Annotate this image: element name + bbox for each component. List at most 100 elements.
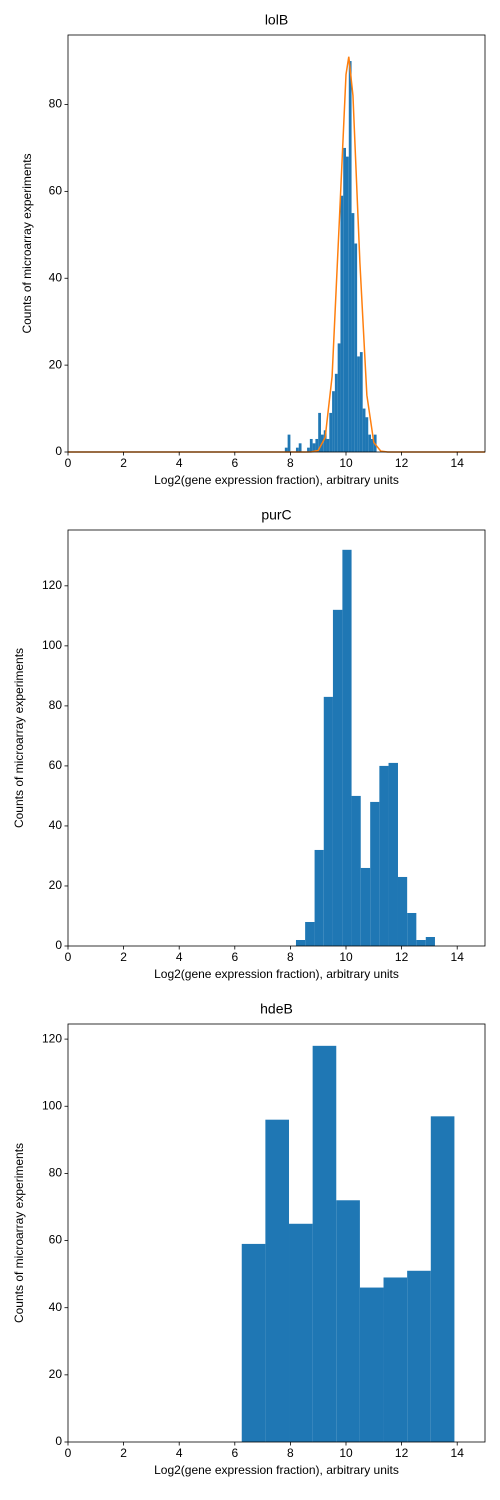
- bar: [334, 373, 338, 452]
- bar: [370, 801, 380, 946]
- x-tick-label: 6: [231, 950, 238, 964]
- x-axis-label: Log2(gene expression fraction), arbitrar…: [154, 473, 399, 487]
- bar: [295, 447, 299, 452]
- bar: [346, 156, 349, 452]
- bar: [351, 795, 361, 946]
- bar: [407, 1270, 431, 1442]
- x-axis-label: Log2(gene expression fraction), arbitrar…: [154, 967, 399, 981]
- bar: [360, 867, 371, 946]
- bar: [307, 447, 310, 452]
- x-tick-label: 4: [176, 950, 183, 964]
- axes-frame: [67, 1023, 486, 1443]
- x-tick-label: 8: [287, 950, 294, 964]
- bar: [298, 443, 302, 452]
- y-tick-label: 0: [55, 444, 62, 458]
- x-tick-label: 0: [65, 950, 72, 964]
- y-tick-label: 60: [49, 758, 63, 772]
- x-tick-label: 4: [176, 456, 183, 470]
- bar: [407, 912, 417, 946]
- y-tick-label: 20: [49, 878, 63, 892]
- y-tick-label: 0: [55, 938, 62, 952]
- bar: [318, 412, 321, 452]
- x-tick-label: 8: [287, 456, 294, 470]
- bar: [295, 939, 306, 946]
- bar: [265, 1119, 290, 1442]
- y-axis-label: Counts of microarray experiments: [20, 153, 34, 333]
- y-tick-label: 20: [49, 357, 63, 371]
- bar: [312, 1045, 337, 1442]
- bar: [357, 356, 360, 452]
- x-tick-label: 2: [120, 1446, 127, 1460]
- bar: [289, 1223, 313, 1442]
- bar: [284, 447, 288, 452]
- subplot: 0 2 4 6 8 10 12 14 0 20 40 60 80 lolB Log2(gene expres…: [20, 12, 486, 487]
- bar: [416, 939, 426, 946]
- bar: [362, 408, 366, 452]
- x-tick-label: 2: [120, 950, 127, 964]
- bar: [397, 876, 408, 946]
- bar: [430, 1116, 455, 1442]
- bar: [388, 762, 398, 946]
- bar: [351, 213, 355, 452]
- bar: [323, 430, 327, 452]
- bar: [425, 936, 435, 946]
- x-tick-label: 14: [451, 456, 465, 470]
- y-axis-label: Counts of microarray experiments: [12, 1143, 26, 1323]
- x-tick-label: 14: [451, 1446, 465, 1460]
- bar: [332, 609, 343, 946]
- x-tick-label: 10: [339, 950, 353, 964]
- y-tick-label: 60: [49, 1233, 63, 1247]
- bar: [323, 696, 333, 946]
- bar: [359, 352, 363, 452]
- bar: [241, 1243, 266, 1442]
- bar: [365, 417, 369, 452]
- bar: [383, 1277, 408, 1442]
- y-tick-label: 40: [49, 270, 63, 284]
- y-tick-label: 120: [42, 1031, 62, 1045]
- bar: [348, 61, 352, 452]
- bar: [368, 434, 372, 452]
- chart-title: purC: [261, 507, 291, 523]
- subplot: 0 2 4 6 8 10 12 14 0 20 40 60 80 100 120 hdeB Log2(gene …: [12, 1001, 486, 1477]
- chart-title: hdeB: [260, 1001, 293, 1017]
- y-tick-label: 80: [49, 1166, 63, 1180]
- x-tick-label: 2: [120, 456, 127, 470]
- y-tick-label: 60: [49, 184, 63, 198]
- chart-title: lolB: [265, 12, 288, 28]
- x-tick-label: 10: [339, 1446, 353, 1460]
- subplot: 0 2 4 6 8 10 12 14 0 20 40 60 80 100 120 purC Log2(gene …: [12, 507, 486, 981]
- bar: [315, 438, 319, 452]
- y-tick-label: 40: [49, 1300, 63, 1314]
- x-axis-label: Log2(gene expression fraction), arbitrar…: [154, 1463, 399, 1477]
- bar: [287, 434, 291, 452]
- bar: [326, 438, 330, 452]
- y-tick-label: 20: [49, 1367, 63, 1381]
- bar: [329, 412, 333, 452]
- bar: [343, 147, 346, 452]
- bar: [336, 1200, 360, 1442]
- bar: [354, 243, 358, 452]
- x-tick-label: 12: [395, 950, 409, 964]
- bar: [340, 195, 344, 452]
- axes-frame: [67, 529, 486, 947]
- bar: [332, 391, 335, 452]
- fit-line: [68, 56, 485, 453]
- axes-frame: [67, 34, 486, 453]
- x-tick-label: 0: [65, 456, 72, 470]
- bar: [312, 443, 316, 452]
- bar: [371, 438, 374, 452]
- y-tick-label: 100: [42, 1098, 62, 1112]
- y-tick-label: 120: [42, 578, 62, 592]
- x-tick-label: 12: [395, 1446, 409, 1460]
- x-tick-label: 12: [395, 456, 409, 470]
- bar: [309, 438, 313, 452]
- y-tick-label: 80: [49, 698, 63, 712]
- bar: [359, 1287, 384, 1442]
- y-tick-label: 100: [42, 638, 62, 652]
- x-tick-label: 0: [65, 1446, 72, 1460]
- x-tick-label: 14: [451, 950, 465, 964]
- y-tick-label: 0: [55, 1434, 62, 1448]
- bar: [342, 549, 352, 946]
- y-axis-label: Counts of microarray experiments: [12, 648, 26, 828]
